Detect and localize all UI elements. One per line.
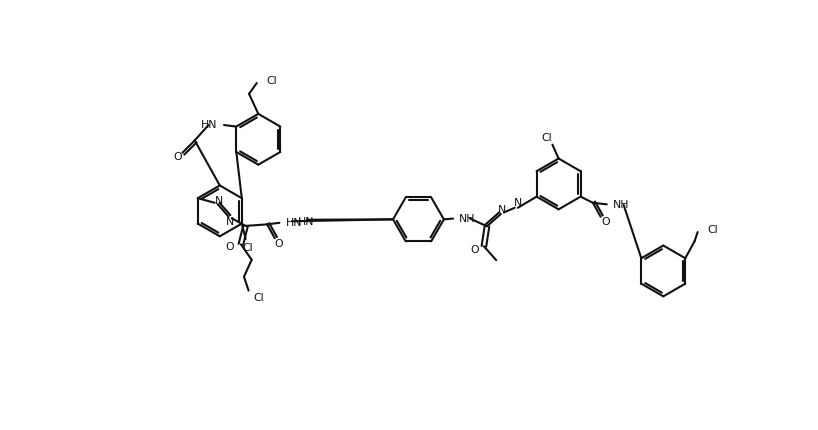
Text: HN: HN xyxy=(285,218,302,227)
Text: NH: NH xyxy=(459,213,476,223)
Text: Cl: Cl xyxy=(254,292,264,302)
Text: O: O xyxy=(226,241,235,251)
Text: HN: HN xyxy=(298,216,314,226)
Text: N: N xyxy=(215,196,223,206)
Text: O: O xyxy=(470,245,479,255)
Text: O: O xyxy=(601,216,609,226)
Text: N: N xyxy=(514,198,522,208)
Text: HN: HN xyxy=(201,120,218,130)
Text: N: N xyxy=(498,204,506,214)
Text: Cl: Cl xyxy=(242,242,253,252)
Text: Cl: Cl xyxy=(541,132,551,143)
Text: Cl: Cl xyxy=(707,224,717,234)
Text: N: N xyxy=(226,217,234,227)
Text: O: O xyxy=(173,151,182,161)
Text: NH: NH xyxy=(613,199,629,209)
Text: O: O xyxy=(274,238,283,248)
Text: Cl: Cl xyxy=(267,76,277,86)
